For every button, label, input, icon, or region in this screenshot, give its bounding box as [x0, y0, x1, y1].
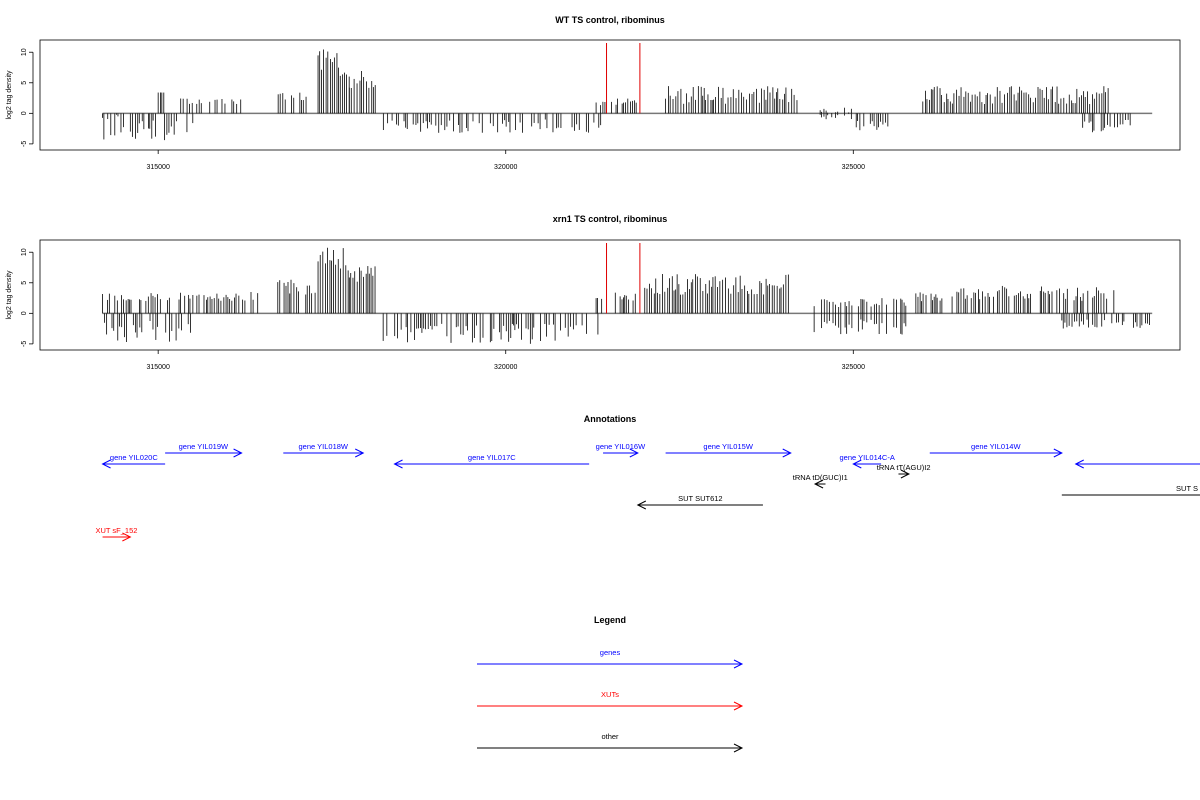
density-bars: [102, 247, 1153, 344]
legend-items: genes XUTs other: [477, 648, 744, 753]
annotation-feature: XUT sF_152: [95, 526, 137, 542]
annotation-feature: tRNA tT(AGU)I2: [877, 463, 931, 479]
annotation-arrowhead: [629, 448, 639, 458]
legend-item: genes: [477, 648, 744, 669]
annotation-arrowhead: [233, 448, 243, 458]
y-tick-label: 0: [21, 311, 28, 315]
marker-lines: [606, 43, 641, 114]
x-tick-label: 325000: [842, 164, 865, 171]
x-tick-label: 315000: [146, 164, 169, 171]
y-axis: -5 0 5 10: [21, 248, 34, 347]
annotation-feature: SUT S: [1061, 484, 1200, 496]
legend-arrowhead: [733, 743, 744, 753]
annotation-label: gene YIL016W: [596, 442, 646, 451]
y-tick-label: 10: [21, 248, 28, 256]
annotation-feature: [1074, 459, 1200, 469]
x-axis: 315000 320000 325000: [146, 350, 865, 371]
annotation-feature: tRNA tD(GUC)I1: [793, 473, 848, 489]
xrn1-density-panel: xrn1 TS control, ribominus log2 tag dens…: [6, 214, 1181, 371]
x-tick-label: 325000: [842, 364, 865, 371]
panel-title: WT TS control, ribominus: [555, 15, 665, 25]
x-tick-label: 320000: [494, 164, 517, 171]
annotation-label: gene YIL020C: [110, 453, 158, 462]
x-tick-label: 320000: [494, 364, 517, 371]
annotation-arrowhead: [782, 448, 792, 458]
y-tick-label: -5: [21, 341, 28, 347]
annotation-arrowhead: [355, 448, 365, 458]
annotation-features: gene YIL020C gene YIL019W gene YIL018W gene…: [95, 442, 1200, 542]
annotation-label: gene YIL017C: [468, 453, 516, 462]
annotation-label: gene YIL018W: [299, 442, 349, 451]
panel-title: xrn1 TS control, ribominus: [553, 214, 668, 224]
annotation-arrowhead: [1053, 448, 1063, 458]
annotation-label: gene YIL014C-A: [840, 453, 895, 462]
y-tick-label: 0: [21, 111, 28, 115]
x-tick-label: 315000: [146, 364, 169, 371]
annotation-label: tRNA tD(GUC)I1: [793, 473, 848, 482]
legend-arrowhead: [733, 659, 744, 669]
legend-label: other: [601, 732, 619, 741]
annotation-feature: gene YIL014W: [929, 442, 1063, 458]
wt-density-panel: WT TS control, ribominus log2 tag densit…: [6, 15, 1181, 171]
annotation-arrowhead: [636, 500, 647, 510]
annotation-label: gene YIL019W: [179, 442, 229, 451]
legend-title: Legend: [594, 615, 626, 625]
y-tick-label: 5: [21, 281, 28, 285]
y-tick-label: 10: [21, 48, 28, 56]
annotation-label: gene YIL015W: [703, 442, 753, 451]
annotation-arrowhead: [122, 532, 132, 542]
annotation-feature: gene YIL014C-A: [840, 453, 895, 469]
y-tick-label: 5: [21, 81, 28, 85]
y-axis: -5 0 5 10: [21, 48, 34, 147]
legend-arrowhead: [733, 701, 744, 711]
annotation-arrowhead: [813, 479, 824, 489]
annotation-arrowhead: [101, 459, 111, 469]
annotation-label: SUT S: [1176, 484, 1198, 493]
y-axis-label: log2 tag density: [6, 270, 13, 320]
annotation-feature: gene YIL016W: [596, 442, 646, 458]
density-bars: [102, 49, 1153, 141]
x-axis: 315000 320000 325000: [146, 150, 865, 171]
annotation-arrowhead: [900, 469, 911, 479]
legend-item: other: [477, 732, 744, 753]
annotations-title: Annotations: [584, 414, 637, 424]
annotation-label: XUT sF_152: [95, 526, 137, 535]
annotation-feature: gene YIL018W: [283, 442, 365, 458]
annotation-feature: gene YIL019W: [165, 442, 243, 458]
legend-item: XUTs: [477, 690, 744, 711]
y-tick-label: -5: [21, 141, 28, 147]
y-axis-label: log2 tag density: [6, 70, 13, 120]
legend: Legend genes XUTs other: [477, 615, 744, 753]
annotation-feature: SUT SUT612: [636, 494, 763, 510]
legend-label: XUTs: [601, 690, 619, 699]
plot-frame: [39, 239, 1181, 351]
annotation-arrowhead: [852, 459, 862, 469]
annotation-feature: gene YIL017C: [393, 453, 590, 469]
annotation-arrowhead: [1074, 459, 1084, 469]
annotation-label: gene YIL014W: [971, 442, 1021, 451]
marker-lines: [606, 243, 641, 314]
annotation-feature: gene YIL015W: [665, 442, 792, 458]
annotation-arrowhead: [393, 459, 403, 469]
annotation-label: SUT SUT612: [678, 494, 722, 503]
plot-frame: [39, 39, 1181, 151]
legend-label: genes: [600, 648, 621, 657]
annotation-feature: gene YIL020C: [101, 453, 166, 469]
annotation-label: tRNA tT(AGU)I2: [877, 463, 931, 472]
